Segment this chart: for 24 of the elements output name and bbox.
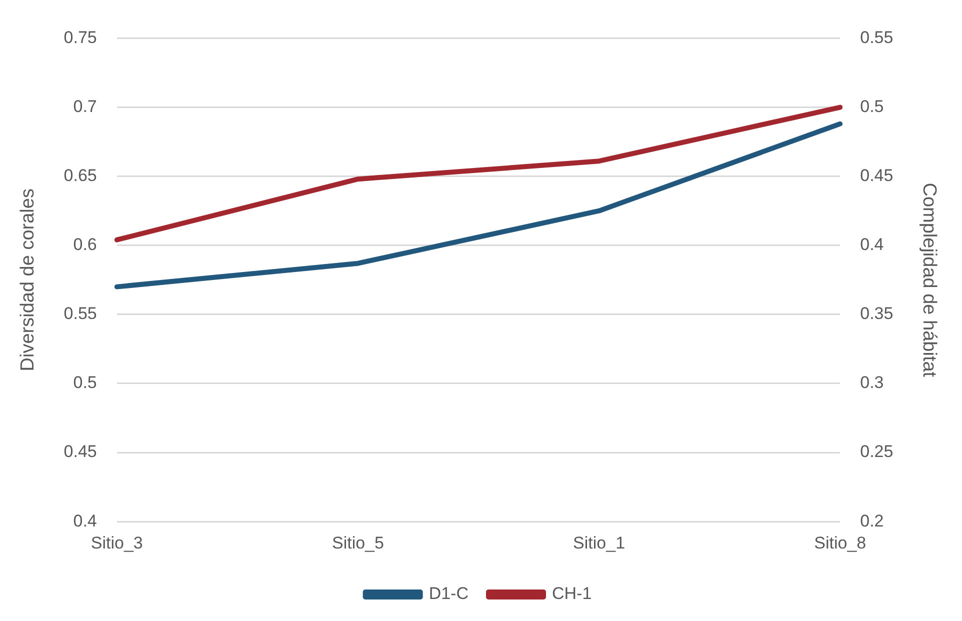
y2-tick-label: 0.35 xyxy=(860,304,894,324)
y2-tick-label: 0.5 xyxy=(860,96,884,116)
y2-tick-label: 0.2 xyxy=(860,511,884,530)
y-tick-label: 0.65 xyxy=(64,166,97,185)
y-tick-label: 0.75 xyxy=(64,28,97,47)
x-tick-label: Sitio_8 xyxy=(814,533,866,552)
legend-label: D1-C xyxy=(428,584,468,604)
y-tick-label: 0.45 xyxy=(64,442,97,462)
y-tick-label: 0.4 xyxy=(73,511,97,530)
x-tick-label: Sitio_1 xyxy=(573,533,626,552)
y2-tick-label: 0.3 xyxy=(860,373,884,392)
x-tick-label: Sitio_3 xyxy=(90,533,143,552)
y2-tick-label: 0.4 xyxy=(860,235,884,254)
y2-tick-label: 0.55 xyxy=(860,28,894,47)
y-axis-title: Diversidad de corales xyxy=(18,188,39,372)
y2-axis-title: Complejidad de hábitat xyxy=(918,182,940,378)
y-tick-label: 0.7 xyxy=(73,96,97,116)
y-tick-label: 0.55 xyxy=(64,304,97,324)
y-tick-label: 0.5 xyxy=(73,373,97,392)
x-tick-label: Sitio_5 xyxy=(332,533,384,552)
y2-tick-label: 0.25 xyxy=(860,442,894,462)
y-tick-label: 0.6 xyxy=(73,235,97,254)
legend-label: CH-1 xyxy=(552,584,592,604)
y2-tick-label: 0.45 xyxy=(860,166,894,185)
